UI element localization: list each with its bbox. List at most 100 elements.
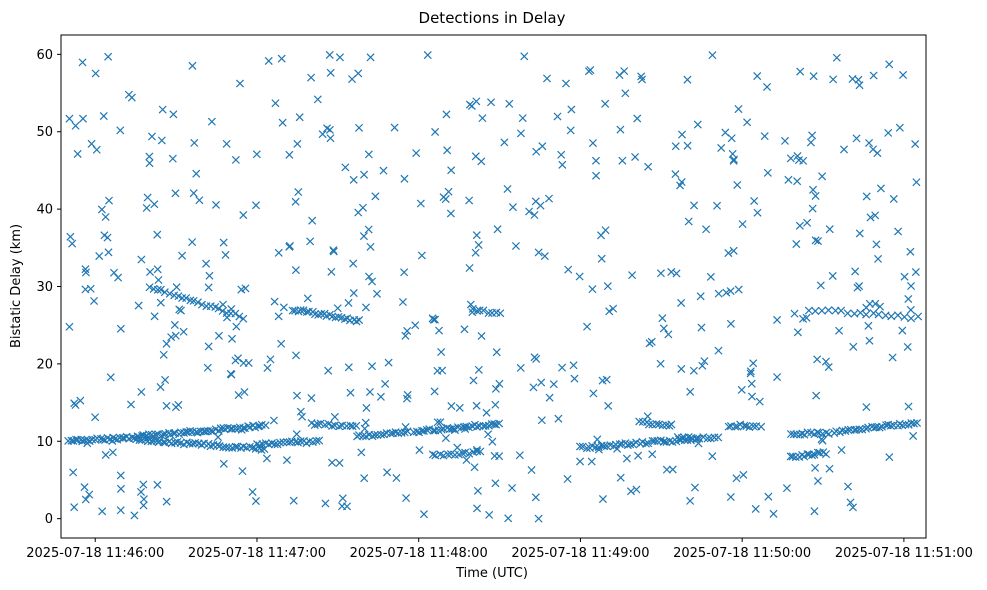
data-point-marker (361, 418, 370, 427)
data-point-marker (226, 369, 235, 378)
data-point-marker (889, 194, 898, 203)
data-point-marker (904, 294, 913, 304)
data-point-marker (134, 301, 143, 310)
data-point-marker (238, 467, 247, 476)
data-point-marker (644, 420, 653, 429)
data-point-marker (481, 421, 490, 430)
data-point-marker (793, 328, 802, 337)
data-point-marker (66, 232, 75, 241)
data-point-marker (313, 420, 322, 429)
data-point-marker (529, 383, 538, 392)
data-point-marker (461, 424, 470, 433)
data-point-marker (634, 451, 643, 460)
data-point-marker (383, 468, 392, 477)
data-point-marker (340, 315, 350, 324)
data-point-marker (203, 363, 212, 372)
data-point-marker (412, 149, 421, 158)
data-point-marker (269, 416, 278, 425)
data-point-marker (379, 166, 388, 175)
data-point-marker (437, 348, 446, 357)
data-point-marker (874, 310, 883, 319)
data-point-marker (809, 185, 818, 194)
data-point-marker (252, 150, 261, 159)
data-point-marker (714, 433, 723, 442)
data-point-marker (855, 425, 864, 434)
data-point-marker (472, 306, 482, 315)
data-point-marker (587, 457, 596, 466)
data-point-marker (893, 311, 902, 320)
data-point-marker (659, 324, 668, 333)
data-point-marker (237, 285, 246, 294)
chart-title: Detections in Delay (419, 9, 566, 27)
data-point-marker (234, 391, 243, 400)
data-point-marker (750, 196, 759, 206)
data-point-marker (488, 437, 497, 446)
data-point-marker (839, 145, 849, 154)
data-point-marker (516, 363, 525, 372)
data-point-marker (296, 306, 305, 315)
data-point-marker (516, 129, 525, 138)
data-point-marker (156, 285, 165, 294)
data-point-marker (154, 438, 163, 447)
data-point-marker (909, 431, 918, 440)
data-point-marker (593, 435, 602, 444)
data-point-marker (589, 389, 598, 398)
data-point-marker (221, 250, 230, 259)
data-point-marker (803, 218, 812, 227)
data-point-marker (261, 421, 270, 430)
data-point-marker (204, 283, 213, 292)
data-point-marker (307, 394, 316, 403)
data-point-marker (400, 268, 409, 277)
data-point-marker (708, 51, 717, 60)
data-point-marker (491, 400, 500, 409)
data-point-marker (143, 193, 152, 202)
data-point-marker (749, 422, 758, 431)
data-point-marker (371, 192, 380, 201)
data-point-marker (802, 313, 811, 322)
data-point-marker (310, 421, 319, 430)
data-point-marker (144, 430, 153, 439)
data-point-marker (298, 412, 307, 421)
data-point-marker (869, 71, 878, 80)
data-point-marker (671, 170, 680, 179)
data-point-marker (628, 271, 637, 280)
data-point-marker (153, 265, 162, 274)
data-point-marker (644, 439, 653, 448)
data-point-marker (825, 225, 834, 234)
data-point-marker (710, 433, 719, 442)
data-point-marker (637, 75, 647, 84)
data-point-marker (790, 309, 799, 318)
y-tick-label: 60 (36, 48, 53, 63)
data-point-marker (328, 421, 337, 431)
data-point-marker (153, 285, 162, 294)
data-point-marker (227, 305, 236, 314)
data-point-marker (825, 464, 834, 473)
data-point-marker (264, 56, 273, 65)
data-point-marker (757, 422, 766, 431)
data-point-marker (855, 229, 864, 238)
data-point-marker (80, 483, 89, 492)
data-point-marker (769, 509, 778, 518)
data-point-marker (251, 201, 261, 210)
data-point-marker (714, 289, 723, 298)
data-point-marker (864, 138, 874, 147)
data-point-marker (419, 426, 429, 435)
data-point-marker (465, 196, 474, 205)
data-point-marker (753, 72, 762, 81)
data-point-marker (83, 439, 92, 448)
data-point-marker (398, 297, 407, 307)
x-tick-label: 2025-07-18 11:47:00 (188, 546, 326, 561)
data-point-marker (324, 366, 333, 375)
data-point-marker (361, 303, 370, 312)
data-point-marker (443, 450, 452, 459)
data-point-marker (597, 254, 606, 263)
data-point-marker (906, 247, 915, 256)
data-point-marker (484, 309, 493, 318)
y-tick-label: 50 (36, 125, 53, 140)
data-point-marker (727, 134, 736, 143)
data-point-marker (632, 485, 641, 494)
data-point-marker (796, 67, 805, 76)
data-point-marker (500, 138, 509, 147)
data-point-marker (598, 495, 607, 504)
data-point-marker (862, 303, 871, 312)
